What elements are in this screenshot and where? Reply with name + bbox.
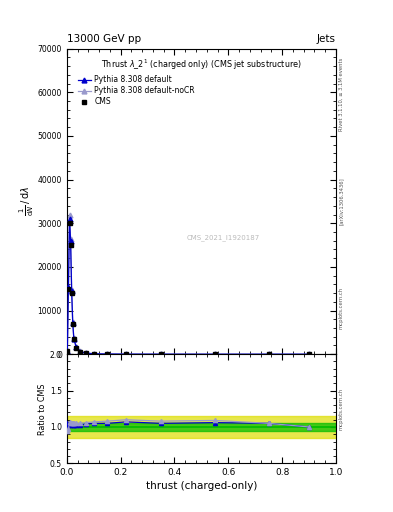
CMS xyxy=(83,350,88,356)
Pythia 8.308 default xyxy=(69,288,74,294)
Pythia 8.308 default xyxy=(66,284,71,290)
CMS xyxy=(213,351,217,357)
Legend: Pythia 8.308 default, Pythia 8.308 default-noCR, CMS: Pythia 8.308 default, Pythia 8.308 defau… xyxy=(76,74,196,108)
Text: Thrust $\lambda\_2^1$ (charged only) (CMS jet substructure): Thrust $\lambda\_2^1$ (charged only) (CM… xyxy=(101,58,302,72)
CMS xyxy=(105,351,110,357)
X-axis label: thrust (charged-only): thrust (charged-only) xyxy=(146,481,257,492)
Pythia 8.308 default-noCR xyxy=(74,344,79,350)
CMS xyxy=(68,242,73,248)
Pythia 8.308 default-noCR xyxy=(66,288,71,294)
Line: Pythia 8.308 default-noCR: Pythia 8.308 default-noCR xyxy=(65,212,312,357)
Pythia 8.308 default xyxy=(68,238,73,244)
Pythia 8.308 default-noCR xyxy=(307,351,311,357)
Pythia 8.308 default xyxy=(67,216,72,222)
Text: Rivet 3.1.10, ≥ 3.1M events: Rivet 3.1.10, ≥ 3.1M events xyxy=(339,58,344,131)
Pythia 8.308 default xyxy=(72,335,76,342)
CMS xyxy=(69,290,74,296)
Pythia 8.308 default xyxy=(124,351,129,357)
CMS xyxy=(67,220,72,226)
Pythia 8.308 default-noCR xyxy=(69,287,74,293)
Pythia 8.308 default-noCR xyxy=(67,211,72,218)
CMS xyxy=(266,351,271,357)
Text: mcplots.cern.ch: mcplots.cern.ch xyxy=(339,287,344,329)
CMS xyxy=(70,321,75,327)
Pythia 8.308 default-noCR xyxy=(78,348,83,354)
CMS xyxy=(307,351,311,357)
Pythia 8.308 default-noCR xyxy=(92,351,96,357)
Bar xyxy=(67,423,336,431)
Pythia 8.308 default xyxy=(65,348,70,354)
Pythia 8.308 default-noCR xyxy=(65,348,70,354)
Pythia 8.308 default xyxy=(78,349,83,355)
Pythia 8.308 default-noCR xyxy=(68,236,73,242)
CMS xyxy=(74,345,79,351)
Text: [arXiv:1306.3436]: [arXiv:1306.3436] xyxy=(339,178,344,225)
CMS xyxy=(72,336,76,342)
Line: Pythia 8.308 default: Pythia 8.308 default xyxy=(65,217,312,357)
CMS xyxy=(65,348,70,354)
CMS xyxy=(124,351,129,357)
Pythia 8.308 default xyxy=(105,351,110,357)
CMS xyxy=(66,286,71,292)
CMS xyxy=(92,351,96,357)
Line: CMS: CMS xyxy=(65,221,311,356)
Pythia 8.308 default xyxy=(70,319,75,326)
Text: Jets: Jets xyxy=(317,33,336,44)
Pythia 8.308 default xyxy=(266,351,271,357)
Pythia 8.308 default-noCR xyxy=(266,351,271,357)
Y-axis label: $\frac{1}{\mathrm{d}N}\,/\,\mathrm{d}\lambda$: $\frac{1}{\mathrm{d}N}\,/\,\mathrm{d}\la… xyxy=(18,186,36,217)
Pythia 8.308 default-noCR xyxy=(72,335,76,341)
Text: mcplots.cern.ch: mcplots.cern.ch xyxy=(339,388,344,430)
Bar xyxy=(67,416,336,438)
Pythia 8.308 default xyxy=(213,351,217,357)
Pythia 8.308 default xyxy=(92,351,96,357)
Pythia 8.308 default-noCR xyxy=(105,351,110,357)
Pythia 8.308 default-noCR xyxy=(213,351,217,357)
Y-axis label: Ratio to CMS: Ratio to CMS xyxy=(38,383,47,435)
Pythia 8.308 default-noCR xyxy=(159,351,163,357)
CMS xyxy=(159,351,163,357)
CMS xyxy=(78,349,83,355)
Pythia 8.308 default xyxy=(159,351,163,357)
Text: CMS_2021_I1920187: CMS_2021_I1920187 xyxy=(186,234,259,242)
Text: 13000 GeV pp: 13000 GeV pp xyxy=(67,33,141,44)
Pythia 8.308 default-noCR xyxy=(83,350,88,356)
Pythia 8.308 default xyxy=(74,345,79,351)
Pythia 8.308 default xyxy=(83,350,88,356)
Pythia 8.308 default xyxy=(307,351,311,357)
Pythia 8.308 default-noCR xyxy=(70,319,75,325)
Pythia 8.308 default-noCR xyxy=(124,351,129,357)
